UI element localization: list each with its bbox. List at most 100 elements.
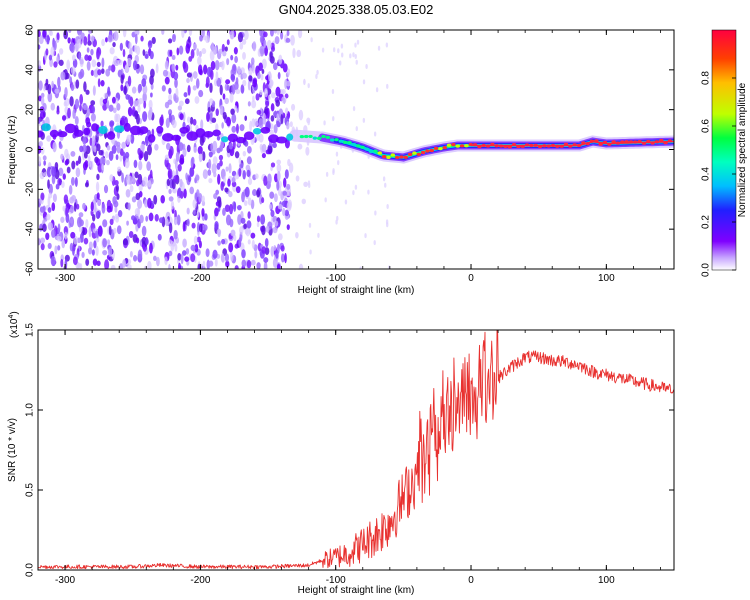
noise-blob xyxy=(256,189,261,198)
noise-blob xyxy=(85,117,91,125)
noise-blob xyxy=(90,100,96,106)
noise-blob xyxy=(273,62,278,71)
noise-blob xyxy=(251,118,256,128)
noise-blob xyxy=(116,225,122,235)
noise-blob xyxy=(256,215,261,223)
noise-blob xyxy=(290,34,295,46)
noise-blob xyxy=(325,171,329,177)
noise-blob xyxy=(133,255,138,262)
noise-blob xyxy=(56,109,60,115)
noise-blob xyxy=(225,260,230,268)
noise-blob xyxy=(56,56,59,64)
noise-blob xyxy=(113,227,117,234)
noise-blob xyxy=(205,248,210,258)
noise-blob xyxy=(198,89,204,98)
noise-blob xyxy=(151,36,156,45)
noise-blob xyxy=(344,199,348,205)
noise-blob xyxy=(199,135,205,146)
noise-blob xyxy=(147,260,152,269)
noise-blob xyxy=(260,73,264,81)
noise-blob xyxy=(224,97,229,105)
noise-blob xyxy=(134,110,139,120)
noise-blob xyxy=(127,263,132,269)
noise-blob xyxy=(101,57,105,68)
noise-blob xyxy=(79,145,84,153)
noise-blob xyxy=(60,216,65,223)
noise-blob xyxy=(105,37,108,43)
noise-blob xyxy=(148,99,153,110)
noise-blob xyxy=(118,263,124,269)
noise-blob xyxy=(71,54,76,61)
noise-blob xyxy=(74,98,80,110)
noise-blob xyxy=(233,46,238,55)
noise-blob xyxy=(47,195,51,207)
noise-blob xyxy=(240,84,245,94)
noise-blob xyxy=(352,106,356,112)
noise-blob xyxy=(88,226,92,238)
noise-blob xyxy=(47,179,50,189)
noise-blob xyxy=(70,151,76,157)
noise-blob xyxy=(296,49,302,58)
noise-blob xyxy=(238,236,242,248)
noise-blob xyxy=(57,178,62,186)
noise-blob xyxy=(309,249,312,255)
noise-blob xyxy=(103,184,109,194)
noise-blob xyxy=(211,117,217,123)
noise-blob xyxy=(237,31,244,43)
noise-blob xyxy=(95,158,101,166)
noise-blob xyxy=(134,171,139,179)
noise-blob xyxy=(182,147,187,158)
ridge-peak xyxy=(394,155,400,160)
noise-blob xyxy=(63,30,68,40)
noise-blob xyxy=(46,135,51,142)
noise-blob xyxy=(60,258,64,268)
noise-blob xyxy=(295,175,300,182)
noise-blob xyxy=(208,178,213,184)
noise-blob xyxy=(96,143,101,152)
noise-blob xyxy=(190,253,196,263)
noise-blob xyxy=(230,54,234,61)
noise-blob xyxy=(79,59,84,65)
noise-blob xyxy=(87,160,92,168)
noise-blob xyxy=(246,220,252,229)
noise-blob xyxy=(93,69,99,78)
noise-blob xyxy=(301,198,306,205)
noise-blob xyxy=(174,159,178,170)
noise-blob xyxy=(212,156,218,165)
noise-blob xyxy=(102,249,108,256)
noise-blob xyxy=(106,239,111,245)
noise-blob xyxy=(252,78,257,88)
noise-blob xyxy=(68,30,72,34)
ridge-blob xyxy=(162,133,174,142)
noise-blob xyxy=(40,96,45,106)
noise-blob xyxy=(126,57,132,67)
noise-blob xyxy=(227,178,231,187)
noise-blob xyxy=(76,237,82,244)
noise-blob xyxy=(178,142,184,151)
noise-blob xyxy=(282,190,287,196)
noise-blob xyxy=(173,175,178,183)
noise-blob xyxy=(341,52,344,58)
ridge-blob xyxy=(227,133,239,143)
noise-blob xyxy=(130,133,135,144)
ridge-peak xyxy=(360,145,365,149)
noise-blob xyxy=(177,163,182,172)
noise-blob xyxy=(332,116,335,122)
noise-blob xyxy=(275,249,279,259)
noise-blob xyxy=(124,63,130,72)
noise-blob xyxy=(247,101,251,107)
noise-blob xyxy=(189,166,194,177)
noise-blob xyxy=(261,143,267,153)
noise-blob xyxy=(182,221,186,232)
noise-blob xyxy=(263,31,268,38)
noise-blob xyxy=(194,96,200,104)
ridge-peak xyxy=(442,146,447,150)
noise-blob xyxy=(305,146,310,156)
noise-blob xyxy=(241,191,245,203)
noise-blob xyxy=(256,262,261,269)
ridge-blob xyxy=(275,136,288,144)
noise-blob xyxy=(50,102,55,111)
noise-blob xyxy=(250,232,256,239)
noise-blob xyxy=(107,34,113,43)
ridge-peak xyxy=(316,136,322,140)
